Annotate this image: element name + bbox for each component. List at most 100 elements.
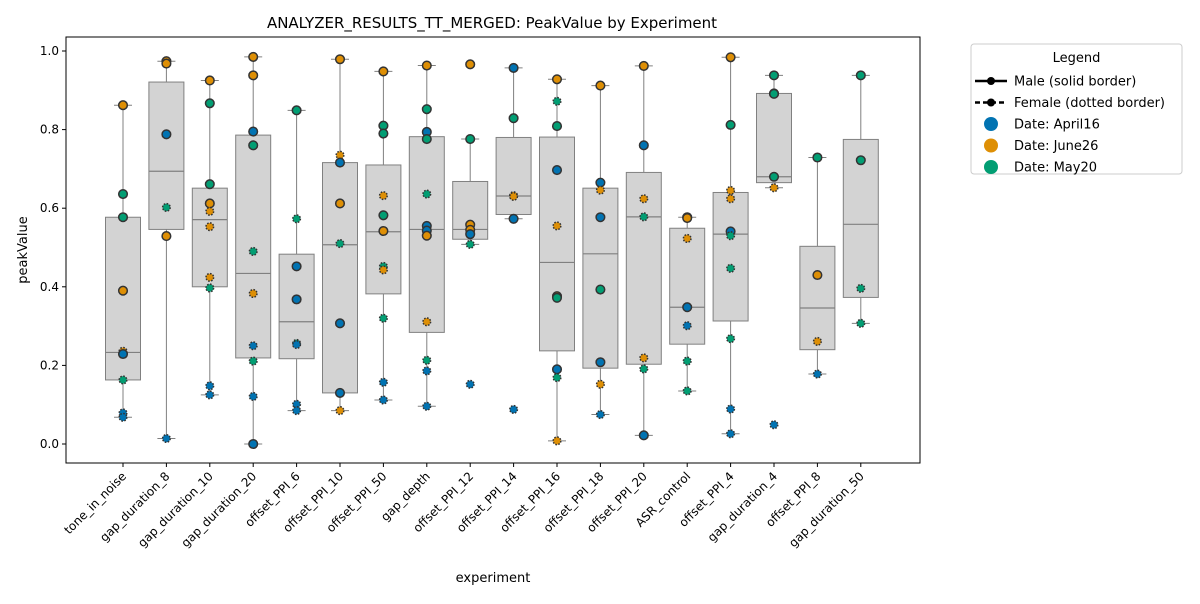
data-point [378, 225, 389, 237]
data-point [509, 404, 519, 414]
box-group [712, 52, 749, 439]
box [495, 136, 532, 215]
data-point [551, 121, 563, 132]
data-point [378, 128, 389, 139]
data-point [551, 74, 563, 85]
data-point [726, 334, 736, 344]
data-point [248, 246, 258, 256]
chart-title: ANALYZER_RESULTS_TT_MERGED: PeakValue by… [267, 14, 717, 33]
data-point [334, 387, 346, 398]
data-point [768, 88, 780, 99]
data-point [378, 191, 388, 201]
data-point [812, 152, 823, 163]
data-point [465, 133, 476, 145]
data-point [682, 233, 692, 244]
data-point [291, 105, 302, 116]
legend-label: Female (dotted border) [1014, 96, 1165, 111]
data-point [595, 284, 606, 295]
box-group [756, 70, 792, 430]
box-group [799, 152, 836, 379]
box-group [278, 105, 315, 416]
box-group [148, 56, 185, 444]
data-point [682, 321, 692, 331]
data-point [248, 438, 259, 450]
data-point [552, 96, 562, 106]
box [625, 171, 662, 365]
data-point [465, 379, 475, 389]
data-point [334, 54, 346, 65]
legend-label: Male (solid border) [1014, 75, 1136, 90]
data-point [726, 404, 736, 414]
legend-label: Date: April16 [1014, 118, 1100, 133]
data-point [595, 379, 605, 389]
data-point [422, 355, 432, 365]
data-point [465, 59, 476, 70]
y-axis: 0.0 0.2 0.4 0.6 0.8 1.0 [40, 44, 66, 451]
data-point [117, 212, 129, 223]
data-point [378, 66, 389, 77]
data-point [117, 348, 129, 360]
box [322, 162, 358, 394]
data-point [205, 283, 215, 293]
data-point [205, 381, 215, 391]
box-group [582, 80, 619, 420]
data-point [161, 433, 171, 444]
x-tick-label: gap_duration_10 [135, 469, 216, 550]
data-point [334, 157, 346, 168]
data-point [465, 239, 475, 249]
data-point [161, 231, 172, 242]
legend-marker [987, 77, 995, 85]
data-point [551, 165, 563, 176]
data-point [117, 189, 129, 200]
legend-dot [984, 138, 998, 153]
box-group [539, 74, 575, 446]
data-point [117, 100, 129, 111]
data-point [205, 272, 215, 282]
data-point [117, 285, 129, 296]
legend-label: Date: May20 [1014, 161, 1097, 176]
box-group [625, 60, 662, 441]
legend-label: Date: June26 [1014, 139, 1098, 154]
data-point [204, 198, 215, 209]
data-point [551, 364, 563, 375]
data-point [726, 194, 736, 204]
data-point [855, 155, 866, 166]
legend-marker [987, 98, 995, 107]
data-point [552, 373, 562, 383]
data-point [551, 292, 563, 303]
data-point [726, 231, 736, 241]
data-point [204, 75, 215, 86]
data-point [118, 412, 128, 422]
data-point [248, 356, 258, 366]
legend-frame [970, 43, 1183, 175]
data-point [292, 340, 302, 350]
data-point [421, 60, 432, 71]
data-point [292, 399, 302, 409]
data-point [335, 239, 345, 249]
data-point [508, 213, 519, 224]
data-point [205, 206, 215, 216]
data-point [291, 261, 302, 272]
data-point [638, 60, 649, 71]
data-point [248, 288, 258, 299]
y-tick-label: 0.2 [40, 358, 59, 372]
data-point [422, 401, 432, 411]
data-point [421, 133, 432, 145]
plot-frame [65, 36, 921, 464]
data-point [465, 229, 476, 240]
legend-item: Date: April16 [984, 117, 1100, 133]
data-point [856, 283, 866, 293]
data-point [595, 185, 605, 195]
data-point [638, 430, 649, 441]
box-group [669, 212, 706, 396]
legend-item: Date: June26 [984, 138, 1098, 154]
data-point [726, 263, 736, 273]
box-group [365, 66, 402, 405]
data-point [335, 406, 345, 416]
data-point [248, 70, 259, 81]
data-point [205, 390, 215, 400]
y-tick-label: 0.4 [40, 280, 59, 294]
y-tick-label: 0.0 [40, 437, 59, 451]
data-point [248, 140, 259, 151]
